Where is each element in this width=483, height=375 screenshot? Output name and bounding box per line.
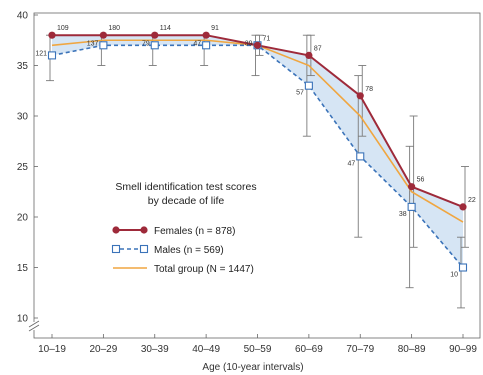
males-count-label: 57 <box>296 90 304 97</box>
legend-marker-females <box>140 226 148 234</box>
males-count-label: 47 <box>347 160 355 167</box>
males-point <box>202 41 211 50</box>
difference-band <box>52 35 463 268</box>
females-count-label: 87 <box>314 45 322 52</box>
x-tick-label: 90–99 <box>449 344 477 355</box>
x-tick-label: 30–39 <box>141 344 169 355</box>
x-tick-labels: 10–19 20–29 30–39 40–49 50–59 60–69 70–79 80–89… <box>38 344 477 355</box>
males-point <box>458 263 468 272</box>
males-point <box>47 51 57 60</box>
y-tick-label: 10 <box>17 314 29 325</box>
females-point <box>459 203 467 211</box>
males-count-label: 10 <box>450 272 458 279</box>
chart-title-line-1: Smell identification test scores <box>115 181 256 193</box>
legend-label-females: Females (n = 878) <box>154 226 235 237</box>
x-axis-label: Age (10-year intervals) <box>202 362 303 373</box>
y-tick-labels: 10 15 20 25 30 35 40 <box>17 11 29 325</box>
x-tick-label: 80–89 <box>398 344 426 355</box>
females-count-label: 71 <box>263 35 271 42</box>
x-tick-label: 70–79 <box>346 344 374 355</box>
males-count-label: 38 <box>399 211 407 218</box>
males-count-label: 121 <box>35 50 47 57</box>
females-point <box>356 92 364 100</box>
males-line <box>51 44 464 269</box>
females-count-label: 56 <box>417 177 425 184</box>
legend-item-females: Females (n = 878) <box>112 226 235 237</box>
males-point <box>407 202 416 211</box>
males-count-label: 39 <box>245 40 253 47</box>
x-tick-label: 50–59 <box>244 344 272 355</box>
females-point <box>202 31 210 39</box>
y-tick-label: 25 <box>17 162 29 173</box>
females-point <box>305 51 313 60</box>
chart-title: Smell identification test scores by deca… <box>115 181 256 207</box>
axis-break-mark <box>28 324 40 332</box>
axis-break-gap <box>30 322 38 330</box>
legend-marker-males <box>111 244 121 254</box>
females-point <box>408 183 416 191</box>
males-point <box>150 41 159 50</box>
females-point <box>151 31 159 39</box>
females-count-label: 91 <box>211 25 219 32</box>
x-tick-label: 10–19 <box>38 344 66 355</box>
females-count-label: 180 <box>108 25 120 32</box>
males-point <box>99 41 108 50</box>
males-count-label: 137 <box>87 40 99 47</box>
plot-frame <box>33 12 481 339</box>
females-point <box>99 31 107 39</box>
females-count-label: 114 <box>160 25 171 32</box>
y-tick-label: 35 <box>17 61 29 72</box>
males-count-label: 79 <box>142 40 150 47</box>
males-point <box>304 81 313 90</box>
legend-item-total: Total group (N = 1447) <box>113 264 254 275</box>
x-tick-label: 20–29 <box>89 344 117 355</box>
x-tick-label: 40–49 <box>192 344 220 355</box>
y-tick-label: 30 <box>17 112 29 123</box>
females-count-label: 109 <box>57 25 69 32</box>
legend-label-total: Total group (N = 1447) <box>154 264 254 275</box>
legend: Females (n = 878) Males (n = 569) Total … <box>111 226 254 275</box>
females-point <box>253 41 262 49</box>
y-tick-label: 15 <box>17 263 29 274</box>
difference-shading <box>52 35 463 268</box>
count-labels: 109 180 114 91 71 87 78 56 22 121 137 79 47 39 57 47 38 1… <box>35 25 476 278</box>
females-point <box>48 31 56 39</box>
series-markers <box>47 31 468 272</box>
legend-marker-females <box>112 226 120 234</box>
x-tick-label: 60–69 <box>295 344 323 355</box>
legend-marker-males <box>139 244 149 254</box>
axes <box>28 12 481 339</box>
females-count-label: 78 <box>365 86 373 93</box>
y-tick-label: 20 <box>17 213 29 224</box>
y-tick-label: 40 <box>17 11 29 22</box>
error-bars <box>46 34 469 309</box>
chart-title-line-2: by decade of life <box>148 195 225 207</box>
legend-item-males: Males (n = 569) <box>111 244 224 256</box>
females-count-label: 22 <box>468 197 476 204</box>
males-point <box>356 152 365 161</box>
axis-break-mark <box>28 320 40 328</box>
males-count-label: 47 <box>193 40 201 47</box>
legend-label-males: Males (n = 569) <box>154 245 224 256</box>
